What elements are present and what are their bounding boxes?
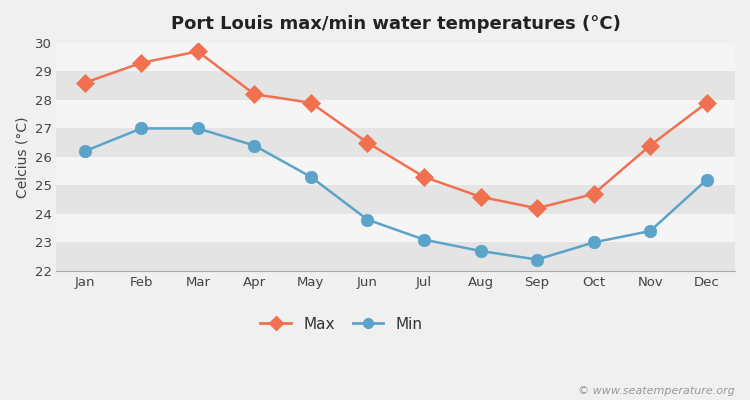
Min	[590, 240, 598, 245]
Bar	[56, 186, 735, 214]
Min	[194, 126, 202, 131]
Max	[136, 60, 146, 65]
Max	[194, 49, 202, 54]
Max	[532, 206, 542, 211]
Line: Min: Min	[79, 122, 713, 266]
Title: Port Louis max/min water temperatures (°C): Port Louis max/min water temperatures (°…	[171, 15, 621, 33]
Y-axis label: Celcius (°C): Celcius (°C)	[15, 116, 29, 198]
Min	[646, 229, 655, 234]
Max	[80, 80, 89, 85]
Line: Max: Max	[79, 45, 713, 214]
Text: © www.seatemperature.org: © www.seatemperature.org	[578, 386, 735, 396]
Max	[590, 192, 598, 196]
Bar	[56, 100, 735, 128]
Bar	[56, 71, 735, 100]
Min	[363, 217, 372, 222]
Bar	[56, 157, 735, 186]
Min	[136, 126, 146, 131]
Min	[702, 177, 711, 182]
Min	[307, 174, 316, 179]
Max	[702, 100, 711, 105]
Min	[250, 143, 259, 148]
Max	[363, 140, 372, 145]
Max	[419, 174, 428, 179]
Min	[80, 149, 89, 154]
Max	[250, 92, 259, 97]
Legend: Max, Min: Max, Min	[254, 310, 429, 338]
Bar	[56, 43, 735, 71]
Max	[476, 194, 485, 199]
Min	[532, 257, 542, 262]
Min	[476, 248, 485, 253]
Bar	[56, 128, 735, 157]
Min	[419, 237, 428, 242]
Max	[307, 100, 316, 105]
Bar	[56, 242, 735, 271]
Max	[646, 143, 655, 148]
Bar	[56, 214, 735, 242]
